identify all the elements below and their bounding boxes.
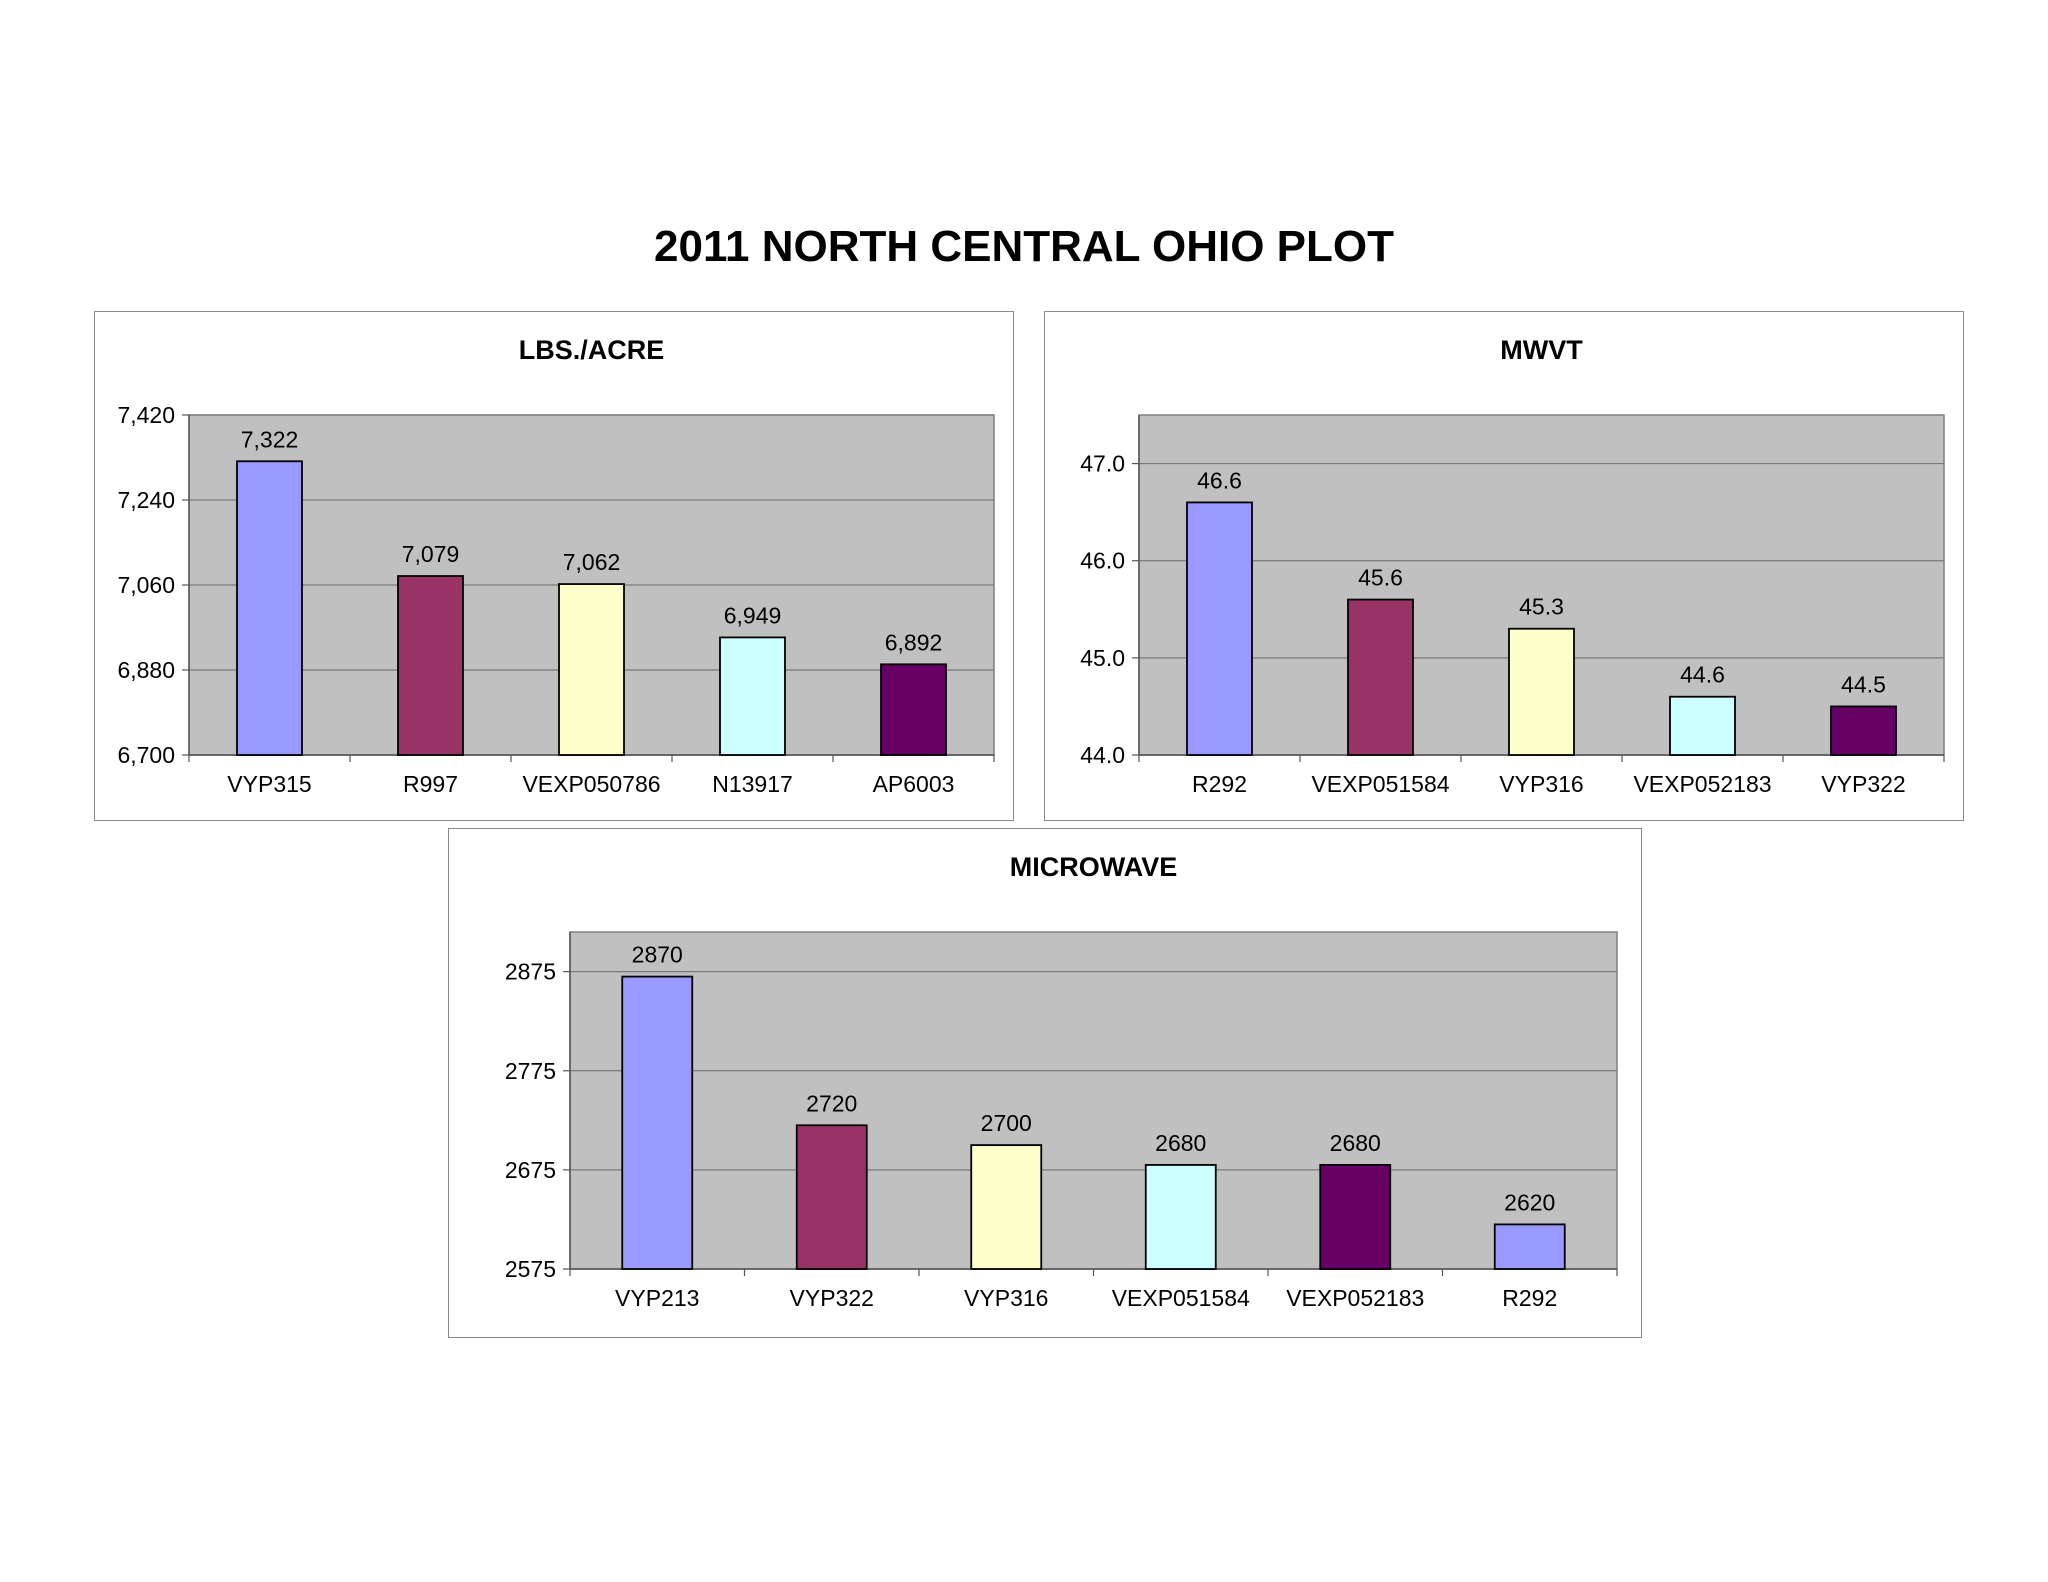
bar-microwave-vyp322 bbox=[795, 1124, 868, 1270]
data-label: 45.3 bbox=[1519, 594, 1564, 620]
y-tick-label: 46.0 bbox=[1080, 548, 1125, 574]
category-label: VEXP052183 bbox=[1633, 771, 1771, 797]
data-label: 44.5 bbox=[1841, 671, 1886, 697]
data-label: 7,079 bbox=[402, 541, 460, 567]
bar-lbs-acre-vyp315 bbox=[236, 460, 303, 756]
bar-lbs-acre-ap6003 bbox=[880, 663, 947, 756]
chart-panel-microwave: MICROWAVE 2575 2675 2775 2875 2870 VYP213 2720 V… bbox=[448, 828, 1642, 1338]
plot-area bbox=[569, 931, 1618, 1270]
bar-mwvt-vyp316 bbox=[1508, 627, 1575, 756]
y-tick-label: 47.0 bbox=[1080, 451, 1125, 477]
y-tick-label: 2775 bbox=[505, 1058, 556, 1084]
page-title: 2011 NORTH CENTRAL OHIO PLOT bbox=[654, 222, 1394, 271]
data-label: 7,062 bbox=[563, 549, 621, 575]
chart-title: LBS./ACRE bbox=[519, 335, 665, 365]
y-tick-label: 7,060 bbox=[117, 572, 175, 598]
data-label: 2680 bbox=[1330, 1130, 1381, 1156]
bar-lbs-acre-r997 bbox=[397, 575, 464, 756]
data-label: 2870 bbox=[632, 942, 683, 968]
bar-microwave-vyp213 bbox=[621, 975, 694, 1270]
chart-panel-lbs-acre: LBS./ACRE 6,700 6,880 7,060 7,240 7,420 7,322 V… bbox=[94, 311, 1014, 821]
bar-lbs-acre-vexp050786 bbox=[558, 583, 625, 756]
category-label: VEXP050786 bbox=[522, 771, 660, 797]
data-label: 2680 bbox=[1155, 1130, 1206, 1156]
category-label: VEXP051584 bbox=[1311, 771, 1449, 797]
data-label: 45.6 bbox=[1358, 565, 1403, 591]
bar-microwave-vyp316 bbox=[970, 1144, 1043, 1270]
bar-mwvt-r292 bbox=[1186, 501, 1253, 756]
data-label: 7,322 bbox=[241, 426, 299, 452]
category-label: R292 bbox=[1502, 1285, 1557, 1311]
chart-panel-mwvt: MWVT 44.0 45.0 46.0 47.0 46.6 R292 45.6 VEXP0515… bbox=[1044, 311, 1964, 821]
y-tick-label: 7,420 bbox=[117, 402, 175, 428]
data-label: 6,949 bbox=[724, 602, 782, 628]
category-label: R292 bbox=[1192, 771, 1247, 797]
bar-mwvt-vexp051584 bbox=[1347, 598, 1414, 756]
chart-lbs-acre: LBS./ACRE 6,700 6,880 7,060 7,240 7,420 7,322 V… bbox=[117, 335, 995, 797]
category-label: VEXP052183 bbox=[1286, 1285, 1424, 1311]
y-tick-label: 6,700 bbox=[117, 742, 175, 768]
bar-microwave-vexp052183 bbox=[1319, 1164, 1392, 1270]
chart-mwvt: MWVT 44.0 45.0 46.0 47.0 46.6 R292 45.6 VEXP0515… bbox=[1080, 335, 1945, 797]
category-label: VYP315 bbox=[227, 771, 311, 797]
y-tick-label: 7,240 bbox=[117, 487, 175, 513]
category-label: VYP322 bbox=[1821, 771, 1905, 797]
chart-title: MICROWAVE bbox=[1010, 852, 1178, 882]
y-tick-label: 45.0 bbox=[1080, 645, 1125, 671]
bar-mwvt-vyp322 bbox=[1830, 705, 1897, 756]
bar-microwave-r292 bbox=[1493, 1223, 1566, 1270]
bar-mwvt-vexp052183 bbox=[1669, 695, 1736, 756]
chart-microwave: MICROWAVE 2575 2675 2775 2875 2870 VYP213 2720 V… bbox=[505, 852, 1618, 1311]
data-label: 6,892 bbox=[885, 629, 943, 655]
y-tick-label: 2675 bbox=[505, 1157, 556, 1183]
category-label: VEXP051584 bbox=[1112, 1285, 1250, 1311]
y-tick-label: 2875 bbox=[505, 959, 556, 985]
category-label: VYP322 bbox=[790, 1285, 874, 1311]
y-tick-label: 44.0 bbox=[1080, 742, 1125, 768]
category-label: VYP316 bbox=[964, 1285, 1048, 1311]
data-label: 44.6 bbox=[1680, 662, 1725, 688]
y-tick-label: 6,880 bbox=[117, 657, 175, 683]
category-label: N13917 bbox=[712, 771, 793, 797]
category-label: AP6003 bbox=[873, 771, 955, 797]
category-label: R997 bbox=[403, 771, 458, 797]
bar-microwave-vexp051584 bbox=[1144, 1164, 1217, 1270]
category-label: VYP213 bbox=[615, 1285, 699, 1311]
category-label: VYP316 bbox=[1499, 771, 1583, 797]
bar-lbs-acre-n13917 bbox=[719, 636, 786, 756]
y-tick-label: 2575 bbox=[505, 1256, 556, 1282]
data-label: 2620 bbox=[1504, 1189, 1555, 1215]
data-label: 46.6 bbox=[1197, 467, 1242, 493]
data-label: 2700 bbox=[981, 1110, 1032, 1136]
chart-title: MWVT bbox=[1500, 335, 1583, 365]
data-label: 2720 bbox=[806, 1090, 857, 1116]
